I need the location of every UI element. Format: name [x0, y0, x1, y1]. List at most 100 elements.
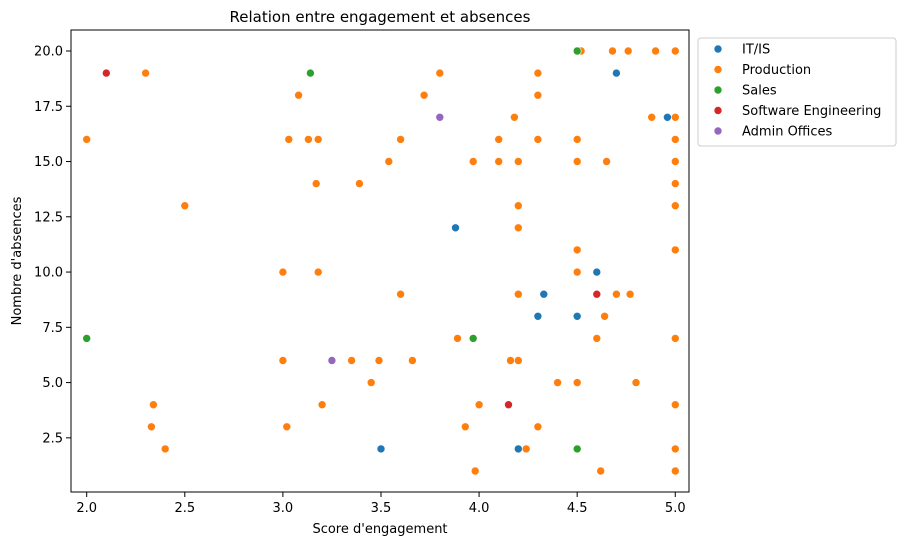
data-point	[612, 289, 621, 299]
data-point	[284, 135, 294, 144]
data-point	[596, 466, 606, 476]
data-point	[670, 179, 680, 188]
data-point	[384, 157, 394, 166]
x-tick-label: 4.5	[567, 501, 588, 516]
data-point	[670, 334, 680, 343]
y-tick-label: 2.5	[42, 431, 63, 446]
legend-label: IT/IS	[742, 43, 770, 58]
data-point	[513, 201, 523, 210]
y-tick-label: 15.0	[34, 155, 63, 170]
data-point	[494, 157, 504, 166]
legend-label: Production	[742, 63, 811, 78]
data-point	[376, 444, 386, 454]
data-point	[670, 245, 680, 255]
data-point	[572, 46, 582, 56]
data-point	[670, 157, 680, 166]
data-point	[347, 356, 356, 365]
data-point	[102, 68, 111, 78]
data-point	[592, 334, 602, 343]
x-tick-label: 2.5	[174, 501, 195, 516]
data-point	[533, 422, 543, 432]
data-point	[533, 90, 543, 100]
x-tick-label: 3.5	[371, 501, 392, 516]
data-point	[572, 444, 582, 454]
data-point	[513, 444, 523, 454]
data-point	[494, 135, 504, 144]
legend-label: Admin Offices	[742, 125, 833, 140]
data-point	[533, 311, 543, 321]
data-point	[396, 289, 405, 299]
data-point	[608, 46, 617, 56]
legend-marker	[713, 85, 723, 95]
data-point	[374, 356, 384, 365]
legend-frame	[697, 37, 897, 147]
data-point	[160, 444, 170, 454]
data-point	[504, 400, 513, 410]
chart-title: Relation entre engagement et absences	[230, 8, 531, 26]
data-point	[602, 157, 611, 166]
data-point	[572, 267, 582, 277]
data-point	[408, 356, 417, 365]
data-point	[625, 289, 635, 299]
data-point	[474, 400, 484, 410]
data-point	[670, 400, 680, 410]
data-point	[670, 466, 680, 476]
data-point	[592, 267, 602, 277]
data-point	[278, 356, 288, 365]
y-tick-label: 17.5	[34, 100, 63, 115]
data-point	[533, 68, 543, 78]
data-point	[141, 68, 150, 78]
x-tick-label: 3.0	[273, 501, 294, 516]
x-axis-label: Score d'engagement	[312, 522, 447, 537]
data-point	[513, 223, 523, 233]
data-point	[670, 444, 680, 454]
data-point	[313, 135, 323, 144]
data-point	[468, 157, 478, 166]
y-axis-label: Nombre d'absences	[10, 196, 25, 325]
data-point	[366, 378, 376, 387]
y-tick-label: 20.0	[34, 45, 63, 60]
data-point	[647, 113, 657, 122]
data-point	[470, 466, 480, 476]
legend: IT/IS Production Sales Software Engineering…	[697, 37, 897, 147]
data-point	[282, 422, 292, 432]
data-point	[304, 135, 313, 144]
data-point	[651, 46, 660, 56]
data-point	[506, 356, 515, 365]
data-point	[435, 113, 445, 122]
x-tick-label: 2.0	[76, 501, 97, 516]
data-point	[513, 289, 523, 299]
legend-label: Software Engineering	[742, 104, 881, 119]
data-point	[180, 201, 190, 210]
data-point	[670, 201, 680, 210]
data-point	[572, 157, 582, 166]
data-point	[149, 400, 158, 410]
data-point	[460, 422, 470, 432]
data-point	[311, 179, 321, 188]
y-tick-label: 12.5	[34, 210, 63, 225]
y-tick-label: 7.5	[42, 321, 63, 336]
data-point	[623, 46, 633, 56]
data-point	[468, 334, 478, 343]
data-point	[553, 378, 562, 387]
data-point	[572, 135, 582, 144]
data-point	[278, 267, 288, 277]
legend-label: Sales	[742, 84, 777, 99]
data-point	[419, 90, 429, 100]
data-point	[670, 46, 680, 56]
data-point	[539, 289, 549, 299]
data-point	[355, 179, 364, 188]
data-point	[572, 311, 582, 321]
data-point	[294, 90, 303, 100]
data-point	[521, 444, 531, 454]
data-point	[317, 400, 327, 410]
data-point	[453, 334, 462, 343]
data-point	[306, 68, 315, 78]
data-point	[612, 68, 621, 78]
data-point	[513, 356, 523, 365]
x-tick-label: 4.0	[469, 501, 490, 516]
data-point	[572, 378, 582, 387]
x-axis: 2.0 2.5 3.0 3.5 4.0 4.5 5.0	[76, 492, 686, 516]
